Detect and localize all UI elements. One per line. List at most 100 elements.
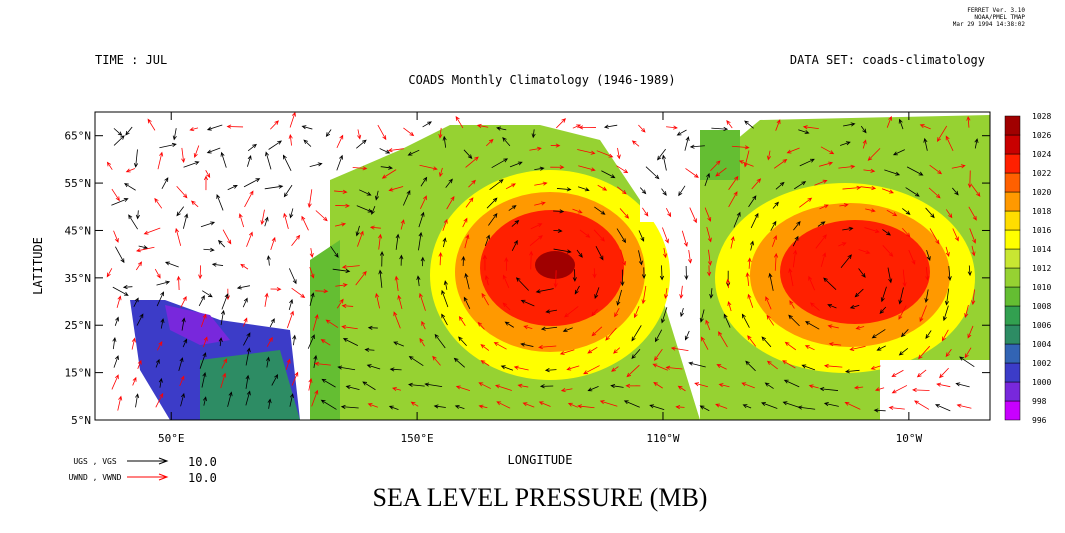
vector [782, 360, 796, 369]
vector [912, 387, 930, 393]
vector [399, 254, 404, 266]
high-core [535, 251, 575, 279]
vector [750, 212, 759, 229]
vector [808, 275, 815, 291]
vector [952, 228, 959, 242]
vector [115, 246, 125, 264]
vector [132, 376, 137, 386]
vector [434, 333, 446, 349]
vector [112, 337, 117, 350]
vector [193, 145, 200, 159]
vector [814, 179, 828, 186]
vector [689, 144, 705, 149]
vector [366, 364, 381, 370]
vector [309, 162, 323, 168]
vector [884, 169, 901, 176]
vector [488, 213, 498, 226]
vector [341, 264, 360, 270]
vector [553, 248, 572, 254]
vector [891, 369, 904, 377]
vector [614, 308, 620, 318]
vector [594, 206, 606, 215]
vector [793, 221, 801, 231]
vector [670, 346, 689, 352]
vector [540, 326, 558, 331]
vector [502, 274, 510, 289]
vector [725, 278, 731, 289]
vector [783, 379, 800, 388]
vector [377, 124, 387, 141]
vector [442, 237, 447, 248]
vector [699, 309, 705, 323]
vector [243, 332, 251, 346]
vector [362, 381, 376, 391]
vector [502, 302, 511, 311]
vector [534, 181, 548, 186]
vector [309, 266, 315, 279]
vector [418, 211, 425, 228]
vector [420, 195, 427, 210]
vector [919, 124, 931, 130]
vector [699, 405, 710, 412]
vector [243, 178, 261, 188]
vector [765, 296, 772, 310]
vector [379, 148, 391, 154]
vector [626, 364, 640, 378]
vector [478, 382, 491, 389]
vector [566, 365, 580, 371]
vector [882, 229, 891, 236]
vector [181, 317, 186, 331]
vector [616, 228, 627, 244]
vector [155, 392, 164, 408]
vector [182, 338, 188, 348]
vector [482, 254, 487, 271]
vector [900, 329, 909, 338]
x-tick-label: 150°E [401, 432, 434, 445]
vector [408, 356, 424, 366]
legend-scale: 10.0 [188, 455, 217, 469]
vector [610, 384, 624, 389]
vector [855, 325, 865, 330]
vector [792, 249, 798, 268]
vector [556, 118, 566, 129]
vector [591, 308, 598, 317]
vector [898, 287, 904, 305]
vector [761, 402, 778, 409]
vector [905, 187, 920, 197]
vector [882, 245, 894, 257]
frame [94, 111, 991, 421]
vector [945, 135, 954, 152]
vector [661, 307, 668, 324]
vector [529, 235, 543, 247]
colorbar-cell [1004, 400, 1021, 421]
vector [863, 168, 876, 173]
vector [202, 396, 207, 406]
vector [641, 267, 647, 279]
vector [924, 289, 929, 303]
vector [175, 227, 182, 246]
vector [638, 250, 643, 266]
colorbar-cell [1004, 229, 1021, 250]
vector [478, 404, 488, 409]
vector [849, 345, 866, 351]
vector [282, 154, 292, 171]
legend-arrowhead [158, 457, 169, 465]
vector [246, 231, 253, 247]
vector [865, 208, 876, 213]
colorbar-label: 1024 [1032, 150, 1051, 159]
vector [531, 129, 536, 139]
vector [392, 387, 401, 392]
vector [389, 367, 402, 372]
vector [180, 295, 187, 308]
colorbar-cell [1004, 172, 1021, 193]
vector [738, 160, 754, 167]
vector [200, 221, 216, 228]
vector [455, 385, 471, 391]
vector [676, 129, 687, 136]
vector [944, 288, 950, 306]
vector [808, 384, 819, 389]
vector [619, 208, 630, 219]
vector [419, 164, 438, 171]
vector [113, 230, 119, 243]
vector [183, 161, 200, 168]
